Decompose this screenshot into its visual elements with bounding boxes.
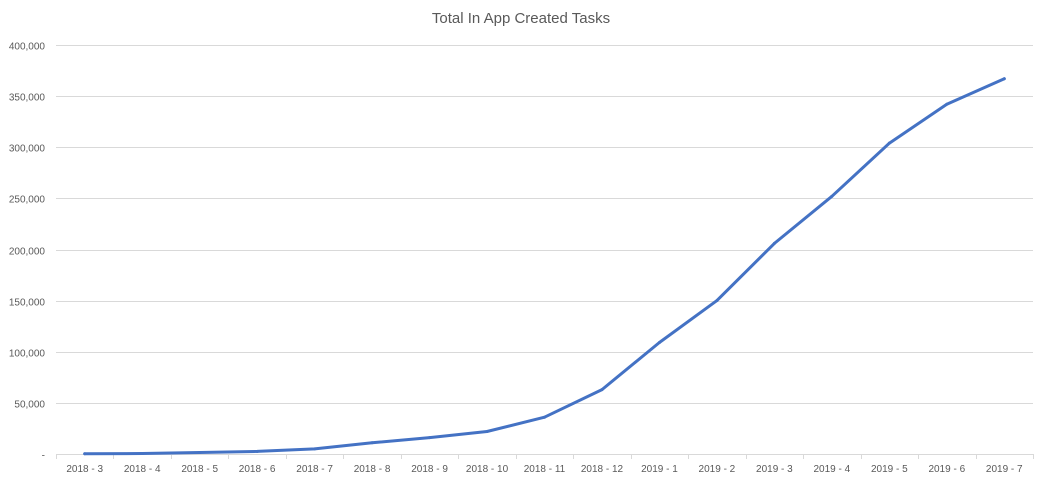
y-tick-label: 350,000	[9, 93, 46, 104]
data-point	[83, 452, 87, 456]
y-tick-label: -	[42, 451, 45, 462]
y-tick-label: 150,000	[9, 298, 46, 309]
data-point	[543, 415, 546, 419]
x-tick-label: 2019 - 1	[641, 464, 678, 475]
data-point	[198, 450, 202, 454]
x-tick-label: 2018 - 11	[524, 464, 566, 475]
gridlines	[56, 45, 1034, 459]
series-line	[83, 77, 1006, 456]
x-tick-label: 2018 - 4	[124, 464, 161, 475]
x-tick-label: 2018 - 3	[66, 464, 103, 475]
data-point	[1002, 77, 1006, 81]
data-point	[600, 388, 604, 392]
y-tick-label: 100,000	[9, 349, 46, 360]
x-tick-label: 2018 - 6	[239, 464, 276, 475]
data-point	[830, 194, 834, 198]
series-layer	[83, 77, 1006, 456]
data-point	[313, 447, 317, 451]
x-tick-label: 2018 - 5	[181, 464, 218, 475]
data-point	[255, 449, 259, 453]
data-point	[370, 441, 374, 445]
y-tick-label: 50,000	[14, 400, 45, 411]
data-point	[945, 102, 949, 106]
y-axis-tick-labels: - 50,000 100,000 150,000 200,000 250,000 300,0…	[9, 42, 46, 462]
y-tick-label: 200,000	[9, 247, 46, 258]
data-point	[772, 241, 776, 245]
data-point	[428, 436, 432, 440]
x-tick-label: 2018 - 7	[296, 464, 333, 475]
data-point	[657, 341, 661, 345]
x-tick-label: 2019 - 3	[756, 464, 793, 475]
data-point	[485, 430, 489, 434]
data-point	[715, 299, 719, 303]
x-tick-label: 2019 - 7	[986, 464, 1023, 475]
chart-title: Total In App Created Tasks	[432, 10, 610, 27]
x-tick-label: 2018 - 10	[466, 464, 509, 475]
data-point	[887, 141, 891, 145]
y-tick-label: 300,000	[9, 144, 46, 155]
x-tick-label: 2018 - 12	[581, 464, 624, 475]
x-tick-label: 2018 - 9	[411, 464, 448, 475]
x-tick-label: 2019 - 5	[871, 464, 908, 475]
data-point	[140, 451, 144, 455]
x-tick-label: 2019 - 4	[814, 464, 851, 475]
x-axis-tick-labels: 2018 - 3 2018 - 4 2018 - 5 2018 - 6 2018 - 7…	[66, 464, 1023, 475]
x-tick-label: 2019 - 6	[928, 464, 965, 475]
y-tick-label: 250,000	[9, 195, 46, 206]
y-tick-label: 400,000	[9, 42, 46, 53]
x-tick-label: 2018 - 8	[354, 464, 391, 475]
x-tick-label: 2019 - 2	[699, 464, 736, 475]
